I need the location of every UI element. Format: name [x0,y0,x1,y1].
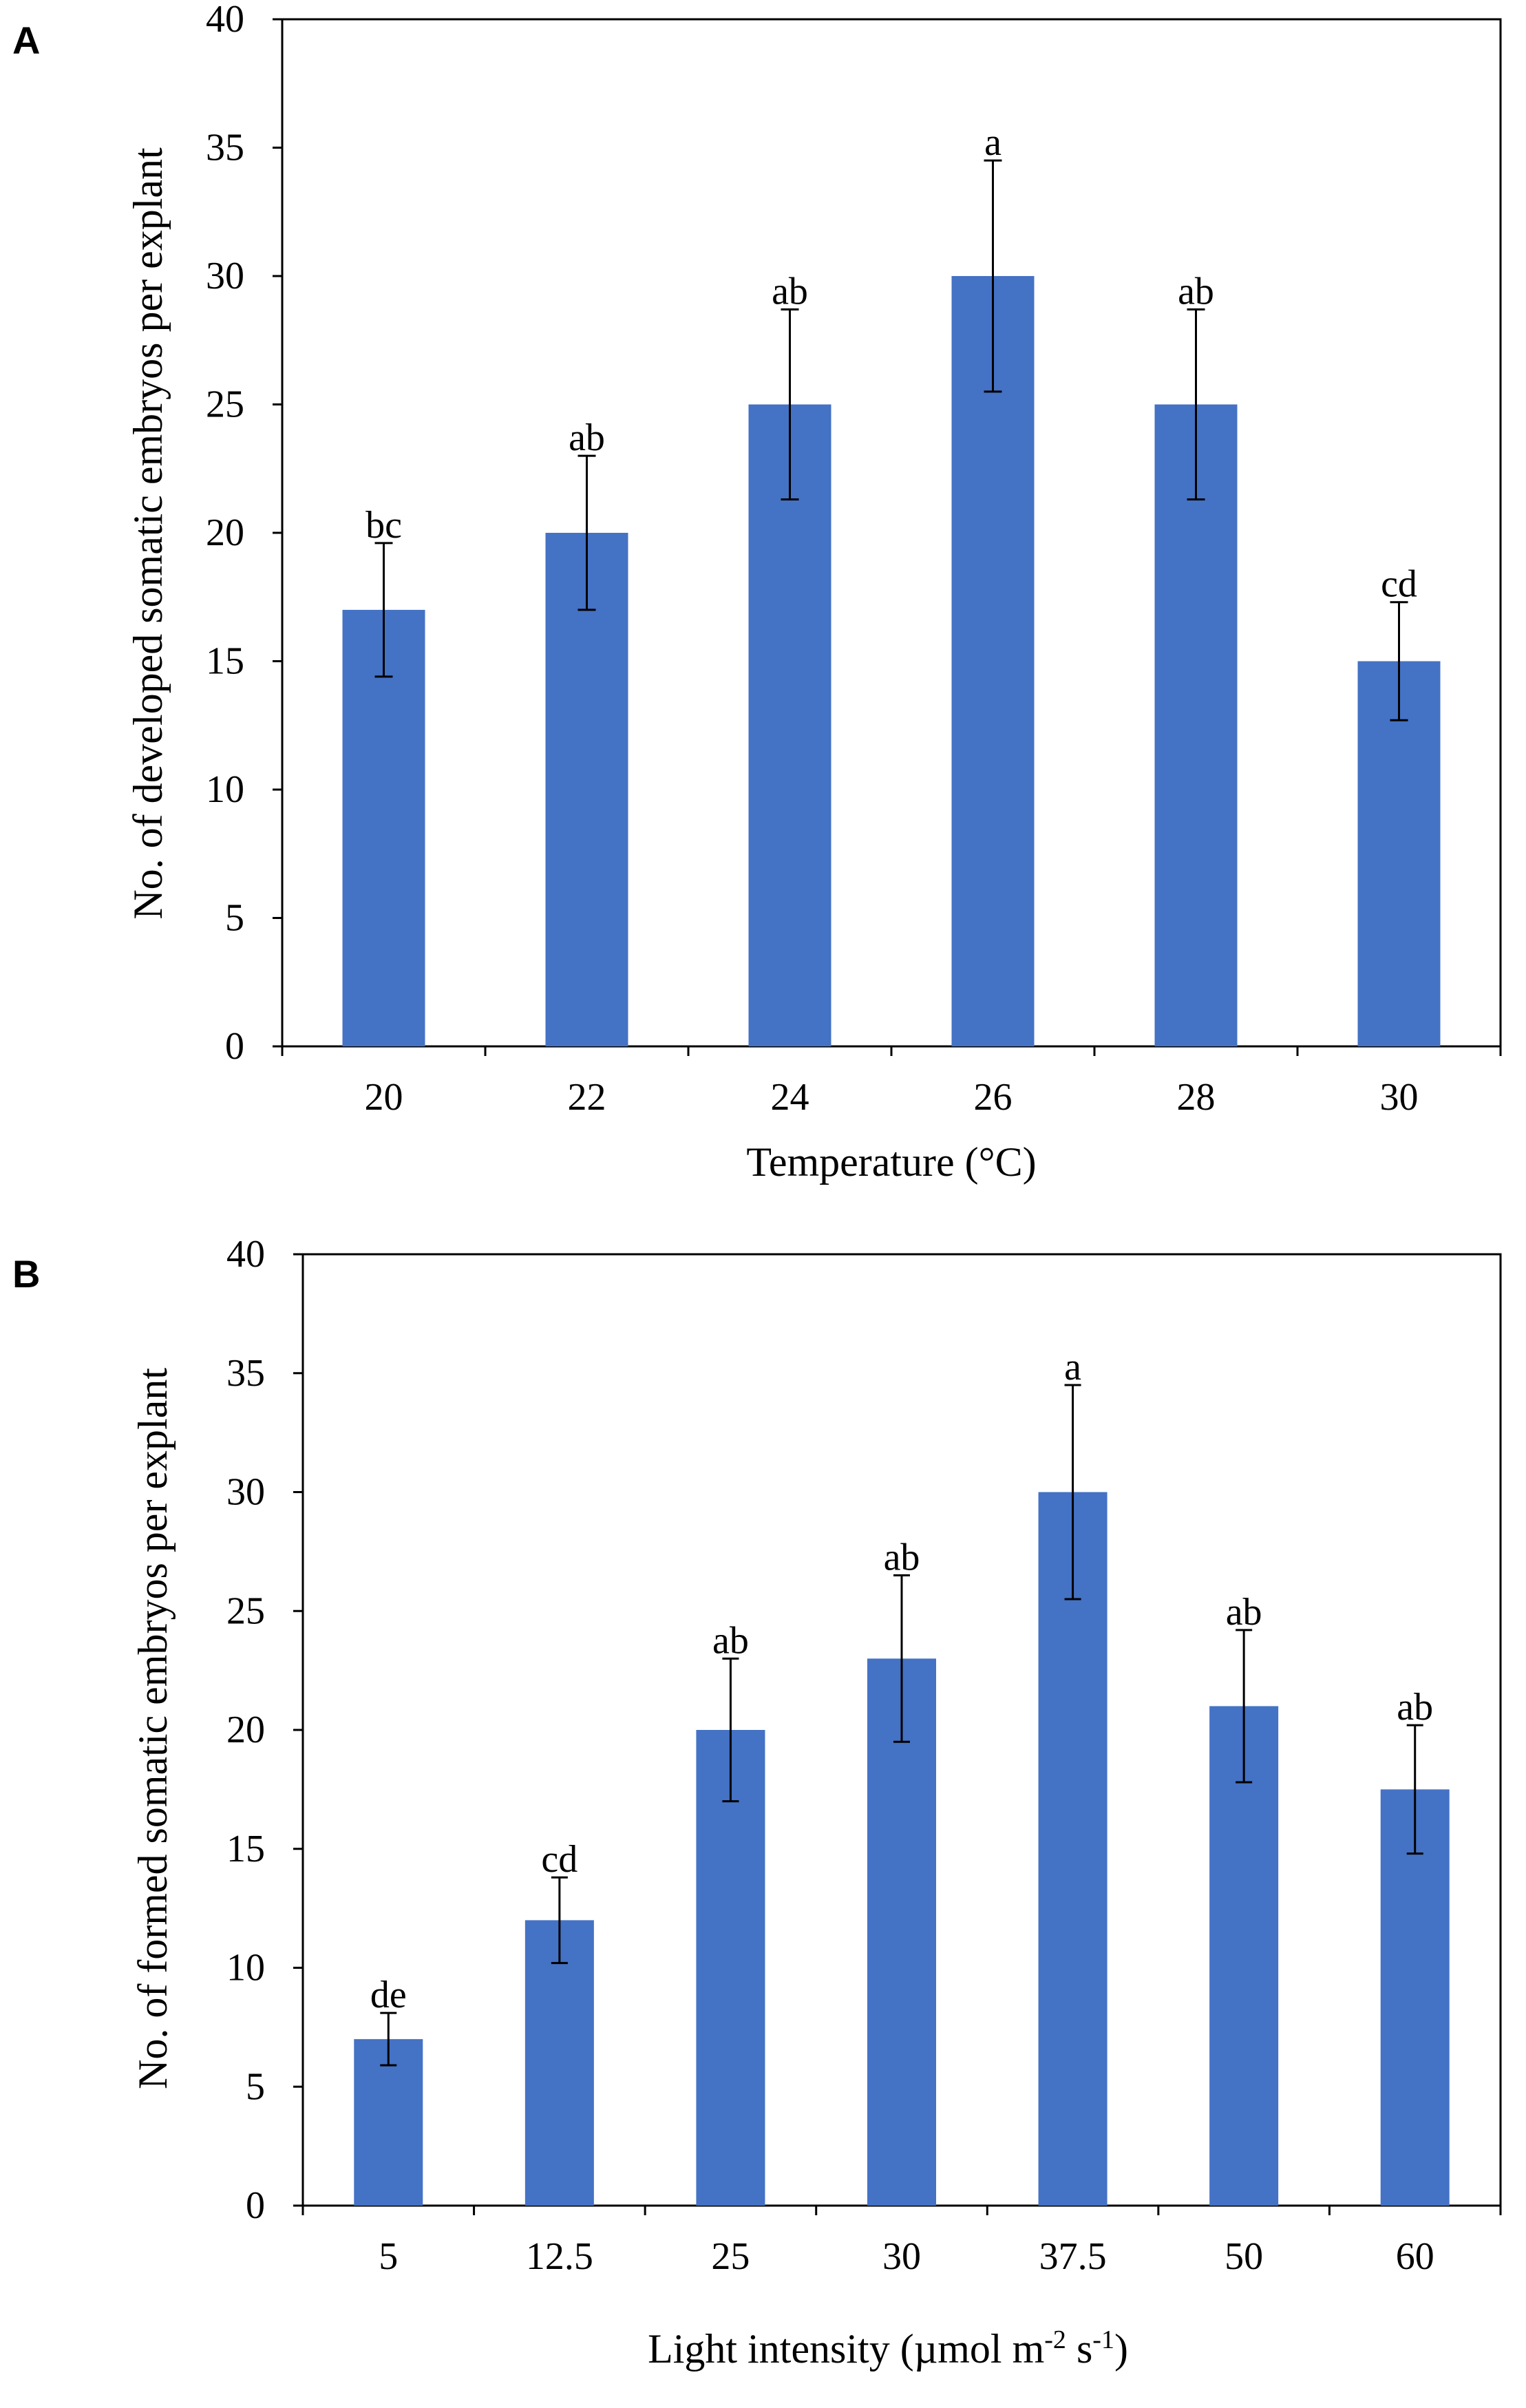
y-tick-label: 20 [226,1709,265,1751]
significance-letter: ab [1178,270,1214,313]
x-tick-label: 37.5 [1039,2235,1107,2278]
y-axis-label-a: No. of developed somatic embryos per exp… [125,147,171,920]
x-tick-label: 50 [1225,2235,1263,2278]
x-tick-label: 12.5 [526,2235,593,2278]
bar [867,1658,936,2206]
bar [951,276,1035,1046]
y-tick-label: 40 [226,1233,265,1276]
x-tick-label: 30 [882,2235,921,2278]
y-tick-label: 20 [206,511,244,554]
bars-a: bc ab ab a ab cd [342,121,1441,1046]
bar [1357,661,1441,1046]
significance-letter: bc [365,504,402,547]
significance-letter: ab [1226,1591,1262,1634]
significance-letter: ab [772,270,808,313]
x-axis-b: 5 12.5 25 30 37.5 50 60 [301,2206,1502,2278]
x-tick-label: 26 [974,1076,1013,1119]
bar [545,533,628,1046]
x-tick-label: 24 [771,1076,809,1119]
y-tick-label: 35 [206,127,244,169]
panel-label-b: B [12,1252,40,1296]
x-tick-label: 20 [365,1076,403,1119]
significance-letter: ab [569,416,605,459]
x-tick-label: 30 [1380,1076,1419,1119]
bar [354,2039,423,2206]
significance-letter: de [370,1974,407,2016]
x-tick-label: 28 [1177,1076,1216,1119]
y-tick-label: 35 [226,1352,265,1395]
significance-letter: ab [712,1619,749,1662]
y-tick-label: 0 [246,2184,265,2227]
x-axis-label-b: Light intensity (µmol m-2 s-1) [648,2325,1128,2372]
y-tick-label: 25 [206,383,244,426]
panel-label-a: A [12,19,40,62]
y-tick-label: 25 [226,1590,265,1632]
y-tick-label: 15 [226,1828,265,1870]
x-tick-label: 5 [379,2235,398,2278]
y-axis-label-b: No. of formed somatic embryos per explan… [130,1368,176,2089]
y-tick-label: 40 [206,0,244,41]
bar [1038,1492,1108,2206]
bar [342,609,425,1046]
y-tick-label: 30 [206,255,244,297]
significance-letter: cd [1381,563,1417,606]
significance-letter: a [984,121,1002,164]
x-tick-label: 60 [1396,2235,1434,2278]
bar [696,1730,765,2206]
y-tick-label: 30 [226,1471,265,1514]
x-axis-a: 20 22 24 26 28 30 [281,1046,1502,1119]
x-tick-label: 22 [568,1076,606,1119]
significance-letter: ab [884,1536,920,1578]
bar [1380,1789,1450,2206]
significance-letter: a [1064,1346,1081,1388]
y-tick-label: 15 [206,640,244,683]
panel-b: B de cd ab ab a ab ab 0 5 10 15 20 25 30 35 40 5 12.5 25… [12,1233,1502,2372]
bar [1154,404,1238,1046]
y-axis-b: 0 5 10 15 20 25 30 35 40 [226,1233,303,2227]
y-tick-label: 10 [206,768,244,811]
bar [1209,1706,1279,2206]
significance-letter: cd [541,1838,577,1881]
y-tick-label: 0 [225,1025,244,1068]
y-tick-label: 5 [246,2065,265,2108]
bar [748,404,831,1046]
x-tick-label: 25 [711,2235,750,2278]
x-axis-label-a: Temperature (°C) [746,1139,1036,1185]
y-tick-label: 5 [225,897,244,940]
significance-letter: ab [1397,1686,1433,1729]
bar [524,1920,594,2206]
bars-b: de cd ab ab a ab ab [354,1346,1450,2206]
y-axis-a: 0 5 10 15 20 25 30 35 40 [206,0,282,1068]
plot-frame-a [281,18,1502,1048]
y-tick-label: 10 [226,1947,265,1989]
